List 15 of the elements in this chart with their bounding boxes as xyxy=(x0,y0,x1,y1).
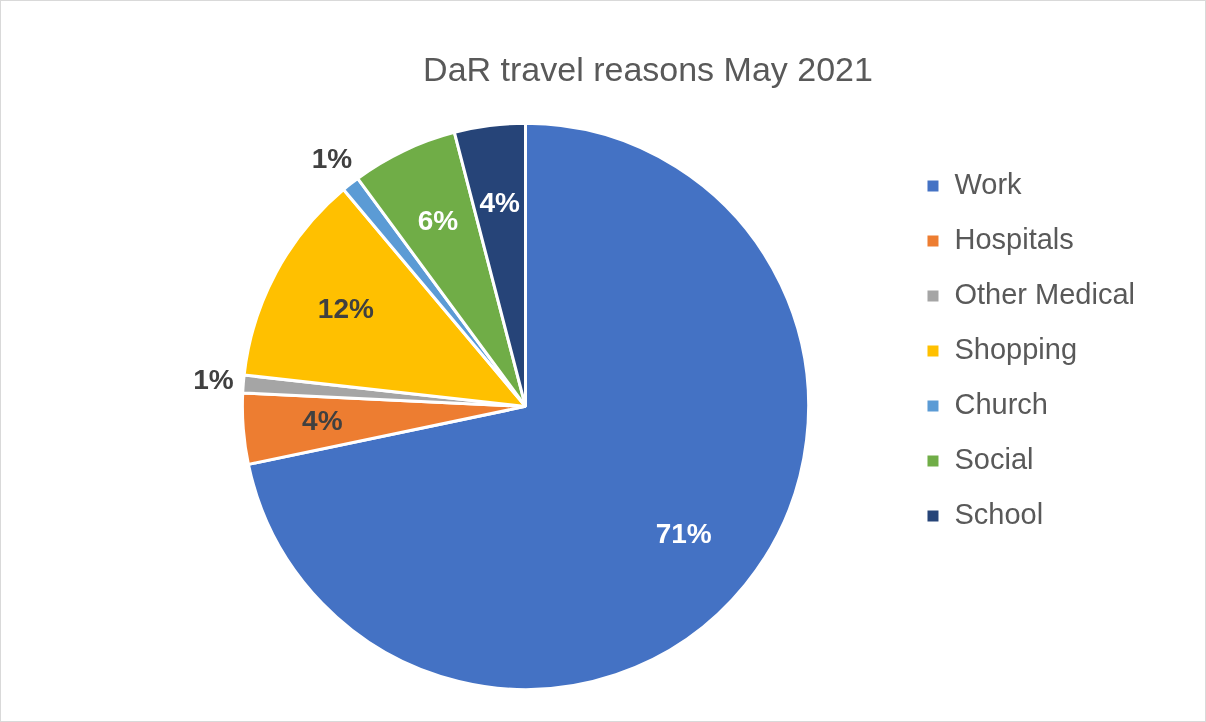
legend-label: Hospitals xyxy=(954,223,1074,255)
data-label: 1% xyxy=(311,143,353,175)
data-label: 1% xyxy=(193,364,234,396)
chart-title: DaR travel reasons May 2021 xyxy=(423,49,873,88)
legend-label: School xyxy=(954,498,1044,530)
data-label: 4% xyxy=(302,405,343,437)
data-label: 6% xyxy=(417,205,459,237)
legend-label: Church xyxy=(954,388,1048,420)
legend-label: Other Medical xyxy=(954,278,1135,310)
data-label: 4% xyxy=(479,186,521,218)
data-label: 12% xyxy=(317,292,374,324)
data-label: 71% xyxy=(655,517,712,549)
legend-label: Shopping xyxy=(954,333,1078,365)
legend-label: Work xyxy=(954,168,1023,200)
legend-label: Social xyxy=(954,443,1034,475)
